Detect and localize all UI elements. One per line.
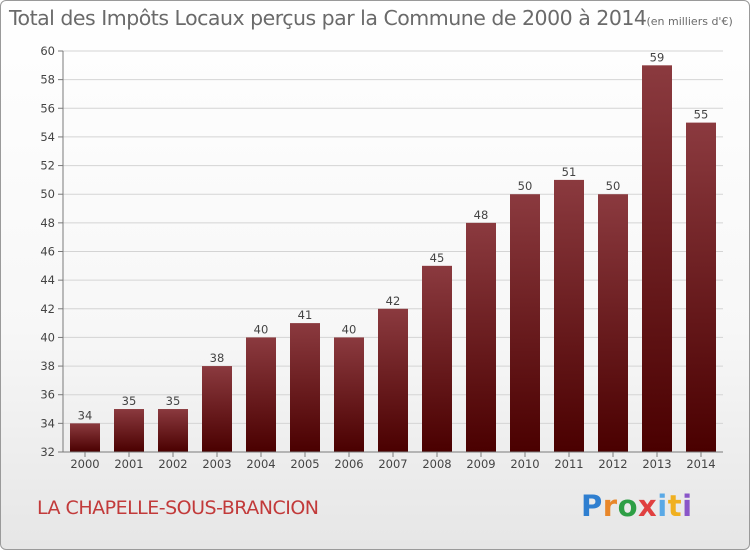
x-tick-label: 2008: [422, 457, 451, 471]
data-labels: 34 35 35 38 40 41 40 42 45 48 50 51 50 59 55: [78, 50, 709, 422]
y-tick-label: 56: [40, 101, 55, 115]
proxiti-logo: Proxiti: [581, 489, 693, 523]
logo-letter: i: [657, 489, 668, 523]
bar: [334, 337, 364, 452]
bar: [202, 366, 232, 452]
logo-letter: P: [581, 489, 603, 523]
data-label: 59: [650, 50, 665, 64]
data-label: 40: [342, 322, 357, 336]
bar: [158, 409, 188, 452]
y-tick-label: 52: [40, 159, 55, 173]
data-label: 40: [254, 322, 269, 336]
bar: [246, 337, 276, 452]
x-tick-label: 2010: [510, 457, 539, 471]
data-label: 34: [78, 408, 93, 422]
x-tick-label: 2013: [642, 457, 671, 471]
y-tick-label: 54: [40, 130, 55, 144]
data-label: 51: [562, 165, 577, 179]
x-tick-label: 2009: [466, 457, 495, 471]
y-tick-label: 48: [40, 216, 55, 230]
data-label: 50: [606, 179, 621, 193]
data-label: 48: [474, 208, 489, 222]
y-tick-label: 50: [40, 187, 55, 201]
data-label: 38: [210, 351, 225, 365]
logo-letter: x: [638, 489, 658, 523]
bar: [510, 194, 540, 452]
bars: [70, 65, 716, 453]
chart-title-unit: (en milliers d'€): [646, 15, 733, 28]
chart-title-main: Total des Impôts Locaux perçus par la Co…: [9, 6, 647, 30]
bar: [466, 222, 496, 452]
bar: [290, 323, 320, 452]
data-label: 35: [122, 394, 137, 408]
bar: [642, 65, 672, 453]
bar: [686, 122, 716, 452]
data-label: 42: [386, 294, 401, 308]
x-tick-label: 2007: [378, 457, 407, 471]
y-tick-label: 36: [40, 388, 55, 402]
data-label: 41: [298, 308, 313, 322]
y-tick-label: 34: [40, 416, 55, 430]
y-tick-label: 44: [40, 273, 55, 287]
x-tick-label: 2003: [202, 457, 231, 471]
y-tick-label: 32: [40, 445, 55, 459]
y-tick-label: 46: [40, 245, 55, 259]
y-tick-label: 38: [40, 359, 55, 373]
x-tick-label: 2001: [114, 457, 143, 471]
x-tick-label: 2006: [334, 457, 363, 471]
x-tick-label: 2014: [686, 457, 715, 471]
y-tick-label: 40: [40, 330, 55, 344]
x-tick-label: 2012: [598, 457, 627, 471]
logo-letter: i: [682, 489, 693, 523]
x-tick-label: 2002: [158, 457, 187, 471]
bar: [422, 265, 452, 452]
data-label: 45: [430, 251, 445, 265]
x-tick-label: 2000: [70, 457, 99, 471]
data-label: 35: [166, 394, 181, 408]
bar: [114, 409, 144, 452]
data-label: 55: [694, 108, 709, 122]
chart-title: Total des Impôts Locaux perçus par la Co…: [9, 6, 733, 30]
logo-letter: r: [602, 489, 618, 523]
bar: [378, 308, 408, 452]
bar: [598, 194, 628, 452]
axes: 32 34 36 38 40 42 44 46 48 50 52 54 56 58 60 2000 2001 20…: [40, 44, 723, 471]
x-tick-label: 2011: [554, 457, 583, 471]
y-tick-label: 58: [40, 73, 55, 87]
data-label: 50: [518, 179, 533, 193]
logo-letter: o: [617, 489, 639, 523]
bar: [554, 179, 584, 452]
y-tick-label: 60: [40, 44, 55, 58]
commune-name: LA CHAPELLE-SOUS-BRANCION: [37, 497, 319, 519]
y-tick-label: 42: [40, 302, 55, 316]
bar: [70, 423, 100, 452]
x-tick-label: 2005: [290, 457, 319, 471]
x-tick-label: 2004: [246, 457, 275, 471]
logo-letter: t: [667, 489, 683, 523]
